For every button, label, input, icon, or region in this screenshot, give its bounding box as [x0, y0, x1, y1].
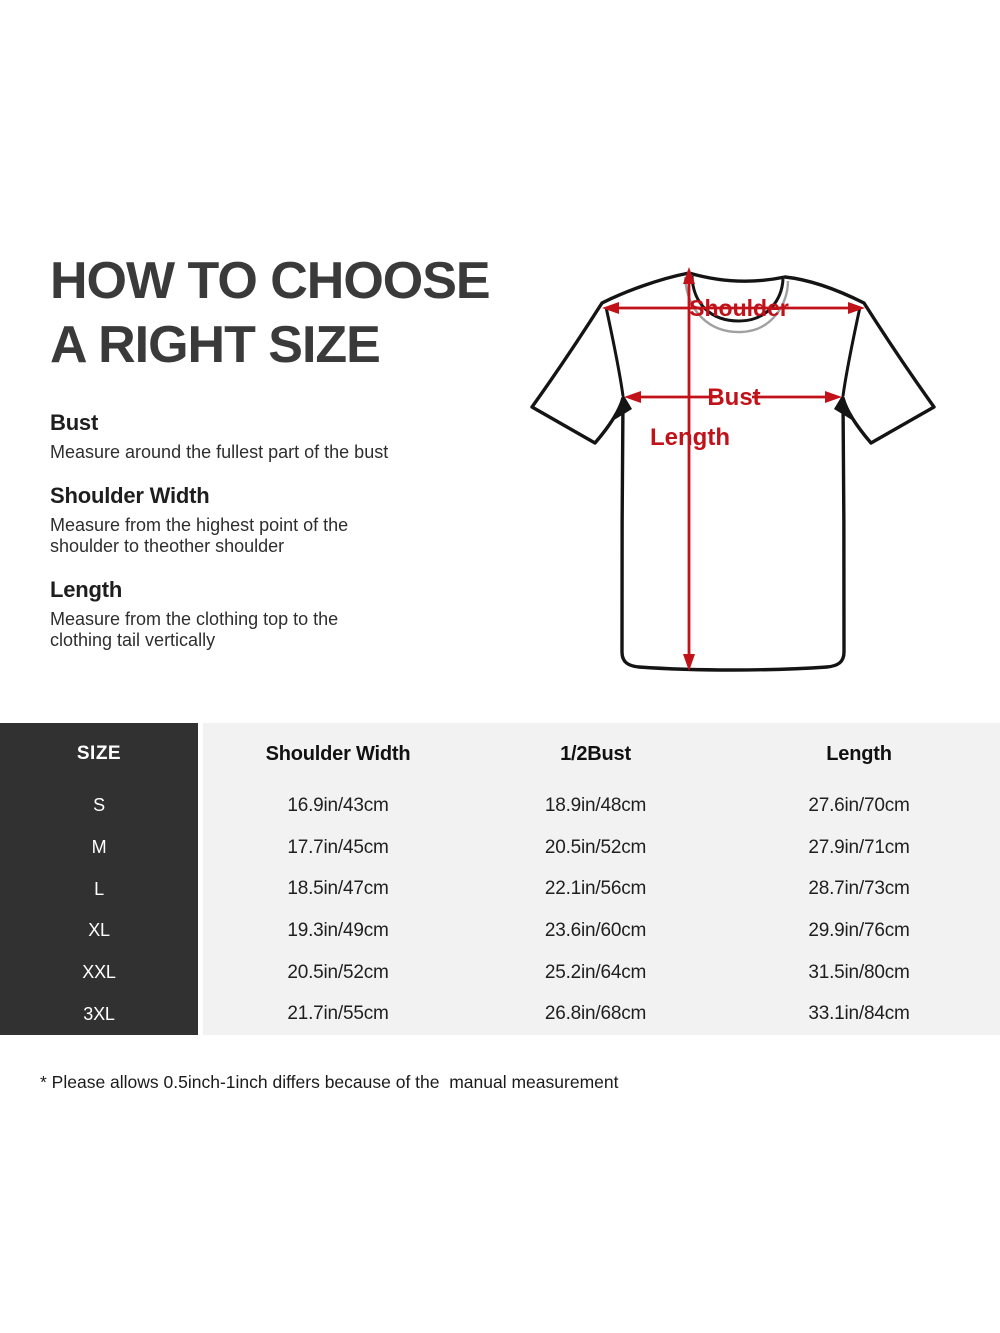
length-arrowhead-top: [683, 267, 695, 284]
size-label: L: [94, 878, 104, 899]
data-column-background: [203, 723, 1000, 1035]
table-row-l: L 18.5in/47cm 22.1in/56cm 28.7in/73cm: [0, 868, 1000, 910]
length-value: 33.1in/84cm: [808, 1003, 910, 1025]
table-row-3xl: 3XL 21.7in/55cm 26.8in/68cm 33.1in/84cm: [0, 993, 1000, 1035]
header-size: SIZE: [76, 743, 122, 764]
instruction-bust-heading: Bust: [50, 410, 99, 435]
bust-label: Bust: [707, 384, 760, 411]
size-label: 3XL: [83, 1003, 115, 1024]
bust-value: 26.8in/68cm: [544, 1003, 647, 1025]
size-table: SIZE Shoulder Width 1/2Bust Length S 16.…: [0, 723, 1000, 1035]
instruction-shoulder-heading: Shoulder Width: [50, 483, 210, 508]
tshirt-diagram: Shoulder Bust Length: [520, 252, 944, 684]
instruction-bust: Bust Measure around the fullest part of …: [50, 410, 450, 463]
tshirt-outline: [530, 271, 936, 672]
instruction-shoulder-width: Shoulder Width Measure from the highest …: [50, 483, 450, 557]
length-value: 27.9in/71cm: [808, 836, 910, 858]
length-arrowhead-bottom: [683, 654, 695, 671]
shoulder-value: 20.5in/52cm: [287, 961, 389, 983]
page-title: HOW TO CHOOSE A RIGHT SIZE: [50, 249, 491, 377]
shoulder-value: 17.7in/45cm: [287, 836, 389, 858]
instruction-shoulder-text: Measure from the highest point of the sh…: [50, 515, 450, 557]
bust-value: 25.2in/64cm: [544, 961, 647, 983]
right-sleeve-seam: [841, 306, 862, 397]
size-label: XXL: [82, 962, 116, 983]
instruction-shoulder-line2: shoulder to theother shoulder: [50, 536, 285, 556]
shoulder-value: 21.7in/55cm: [287, 1003, 389, 1025]
instruction-length-heading: Length: [50, 577, 123, 602]
collar-front: [690, 275, 785, 323]
table-row-xxl: XXL 20.5in/52cm 25.2in/64cm 31.5in/80cm: [0, 952, 1000, 994]
instruction-length-text: Measure from the clothing top to the clo…: [50, 609, 450, 651]
size-table-header-row: SIZE Shoulder Width 1/2Bust Length: [0, 723, 1000, 785]
instruction-bust-text: Measure around the fullest part of the b…: [50, 442, 450, 463]
shoulder-value: 16.9in/43cm: [287, 794, 389, 816]
left-underarm-shade: [614, 394, 632, 420]
instruction-length-line1: Measure from the clothing top to the: [50, 609, 339, 629]
shoulder-arrowhead-left: [602, 302, 619, 314]
instruction-length: Length Measure from the clothing top to …: [50, 577, 450, 651]
instruction-shoulder-line1: Measure from the highest point of the: [50, 515, 349, 535]
left-sleeve-seam: [604, 306, 625, 397]
bust-arrowhead-left: [624, 391, 641, 403]
length-label: Length: [650, 424, 730, 451]
page-title-line2: A RIGHT SIZE: [50, 316, 381, 374]
measurement-note: * Please allows 0.5inch-1inch differs be…: [40, 1072, 619, 1092]
table-row-xl: XL 19.3in/49cm 23.6in/60cm 29.9in/76cm: [0, 910, 1000, 952]
header-length: Length: [826, 742, 892, 765]
bust-value: 23.6in/60cm: [544, 919, 647, 941]
shoulder-arrowhead-right: [848, 302, 865, 314]
length-value: 27.6in/70cm: [808, 794, 910, 816]
length-value: 31.5in/80cm: [808, 961, 910, 983]
shoulder-value: 19.3in/49cm: [287, 919, 389, 941]
measurement-instructions: Bust Measure around the fullest part of …: [50, 410, 450, 671]
table-row-m: M 17.7in/45cm 20.5in/52cm 27.9in/71cm: [0, 827, 1000, 869]
size-table-rows: SIZE Shoulder Width 1/2Bust Length S 16.…: [0, 723, 1000, 1035]
size-label: XL: [88, 920, 110, 941]
instruction-bust-line1: Measure around the fullest part of the b…: [50, 442, 389, 462]
length-value: 29.9in/76cm: [808, 919, 910, 941]
table-row-s: S 16.9in/43cm 18.9in/48cm 27.6in/70cm: [0, 785, 1000, 827]
length-value: 28.7in/73cm: [808, 878, 910, 900]
bust-value: 22.1in/56cm: [544, 878, 647, 900]
bust-value: 18.9in/48cm: [544, 794, 647, 816]
bust-value: 20.5in/52cm: [544, 836, 647, 858]
header-half-bust: 1/2Bust: [560, 742, 631, 765]
page-title-line1: HOW TO CHOOSE: [50, 252, 491, 310]
instruction-length-line2: clothing tail vertically: [50, 630, 216, 650]
collar-rim: [683, 276, 790, 334]
header-shoulder-width: Shoulder Width: [265, 742, 411, 765]
shoulder-label: Shoulder: [689, 295, 789, 321]
shoulder-value: 18.5in/47cm: [287, 878, 389, 900]
right-underarm-shade: [834, 394, 852, 420]
size-label: S: [93, 795, 105, 816]
size-column-background: [0, 723, 198, 1035]
bust-arrowhead-right: [825, 391, 842, 403]
size-label: M: [91, 837, 107, 857]
